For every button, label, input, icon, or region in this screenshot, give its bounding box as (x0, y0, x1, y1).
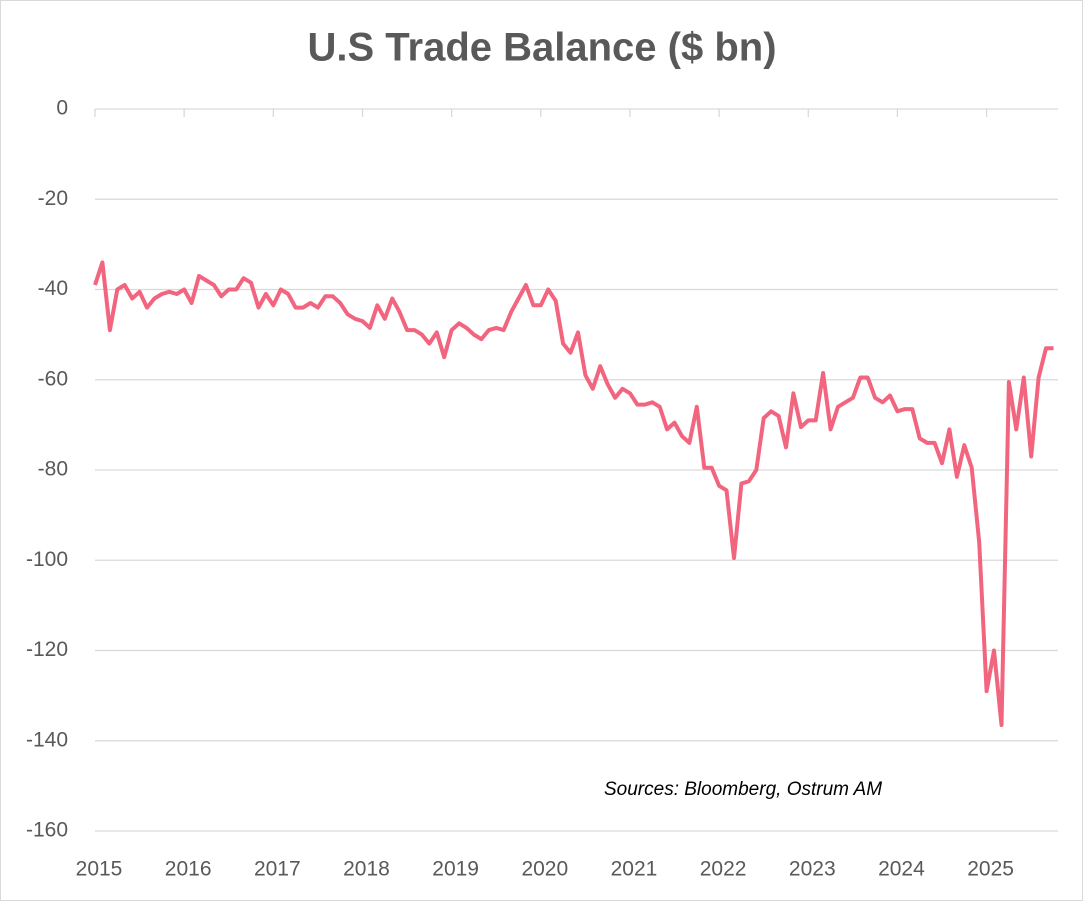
x-tick-label: 2022 (700, 858, 747, 881)
data-line (93, 260, 1054, 727)
x-tick-label: 2018 (343, 858, 390, 881)
chart-title: U.S Trade Balance ($ bn) (307, 26, 776, 70)
y-tick-label: 0 (56, 97, 68, 120)
x-tick-label: 2020 (521, 858, 568, 881)
x-tick-label: 2015 (76, 858, 123, 881)
x-tick-label: 2021 (611, 858, 658, 881)
y-tick-label: -80 (38, 458, 68, 481)
x-tick-label: 2016 (165, 858, 212, 881)
x-tick-label: 2024 (878, 858, 925, 881)
x-tick-label: 2023 (789, 858, 836, 881)
y-tick-label: -40 (38, 277, 68, 300)
y-tick-label: -100 (26, 548, 68, 571)
y-tick-label: -120 (26, 638, 68, 661)
x-tick-label: 2017 (254, 858, 301, 881)
y-tick-label: -140 (26, 728, 68, 751)
x-tick-label: 2025 (967, 858, 1014, 881)
y-tick-label: -60 (38, 367, 68, 390)
y-tick-label: -160 (26, 819, 68, 842)
y-tick-label: -20 (38, 187, 68, 210)
annotation: Sources: Bloomberg, Ostrum AM (604, 779, 882, 800)
x-tick-label: 2019 (432, 858, 479, 881)
